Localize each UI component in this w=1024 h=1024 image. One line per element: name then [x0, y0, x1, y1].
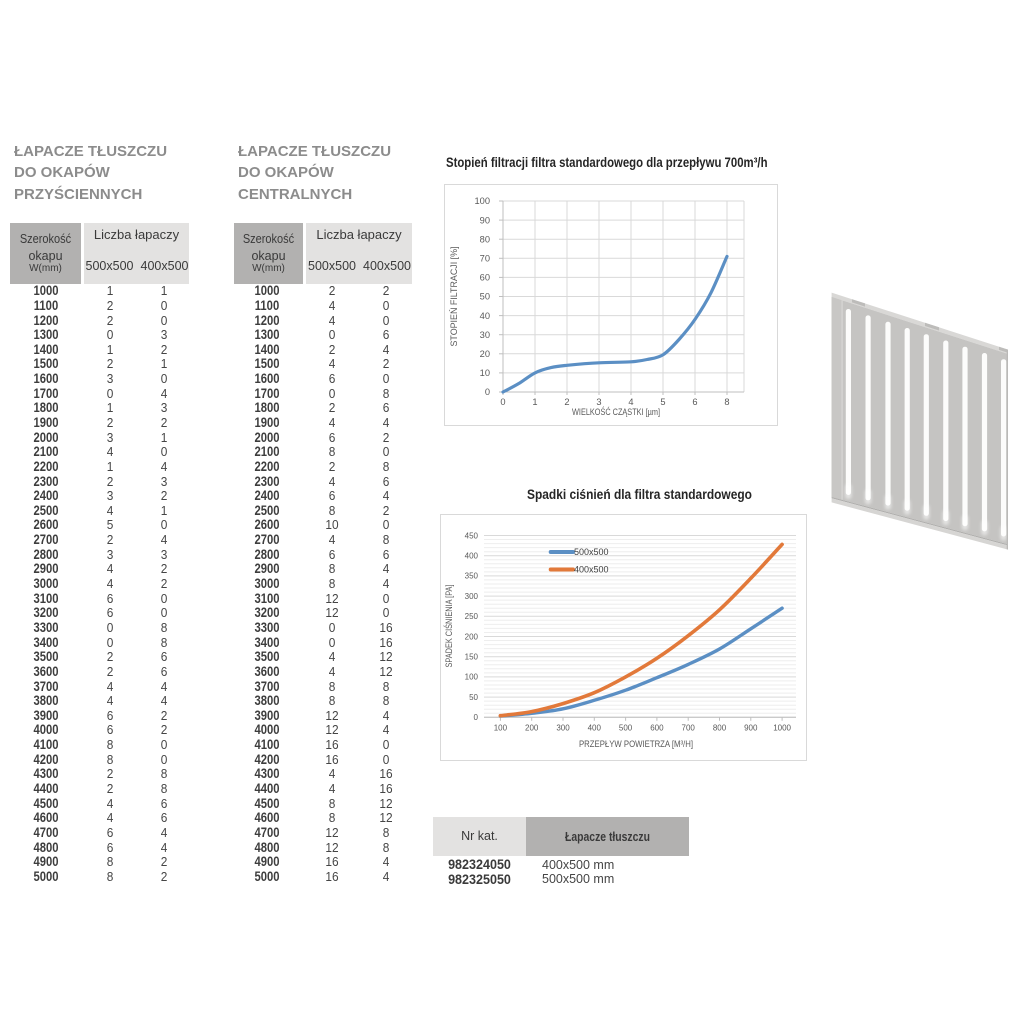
- svg-text:30: 30: [480, 330, 490, 340]
- svg-text:3: 3: [596, 397, 601, 407]
- svg-text:400: 400: [465, 552, 479, 561]
- svg-text:SPADEK CIŚNIENIA [PA]: SPADEK CIŚNIENIA [PA]: [443, 585, 454, 668]
- svg-text:450: 450: [465, 531, 479, 540]
- svg-text:50: 50: [480, 292, 490, 302]
- svg-text:0: 0: [485, 387, 490, 397]
- svg-text:6: 6: [692, 397, 697, 407]
- svg-text:100: 100: [474, 196, 490, 206]
- svg-text:250: 250: [465, 612, 479, 621]
- svg-text:50: 50: [469, 693, 478, 702]
- svg-text:PRZEPŁYW POWIETRZA [M³/H]: PRZEPŁYW POWIETRZA [M³/H]: [579, 739, 693, 749]
- svg-text:80: 80: [480, 234, 490, 244]
- svg-text:60: 60: [480, 273, 490, 283]
- svg-text:70: 70: [480, 254, 490, 264]
- svg-text:5: 5: [660, 397, 665, 407]
- svg-text:350: 350: [465, 572, 479, 581]
- svg-text:500x500: 500x500: [574, 547, 609, 557]
- svg-text:WIELKOŚĆ CZĄSTKI [µm]: WIELKOŚĆ CZĄSTKI [µm]: [572, 406, 660, 417]
- svg-text:400: 400: [588, 723, 602, 732]
- svg-text:4: 4: [628, 397, 633, 407]
- svg-text:100: 100: [494, 723, 508, 732]
- svg-text:150: 150: [465, 653, 479, 662]
- svg-text:700: 700: [682, 723, 696, 732]
- svg-text:200: 200: [465, 632, 479, 641]
- svg-text:100: 100: [465, 673, 479, 682]
- svg-text:1000: 1000: [773, 723, 791, 732]
- svg-text:20: 20: [480, 349, 490, 359]
- svg-text:600: 600: [650, 723, 664, 732]
- svg-text:200: 200: [525, 723, 539, 732]
- svg-text:300: 300: [556, 723, 570, 732]
- svg-text:0: 0: [500, 397, 505, 407]
- svg-text:800: 800: [713, 723, 727, 732]
- svg-text:STOPIEŃ FILTRACJI [%]: STOPIEŃ FILTRACJI [%]: [449, 247, 459, 347]
- svg-text:900: 900: [744, 723, 758, 732]
- svg-text:500: 500: [619, 723, 633, 732]
- svg-text:90: 90: [480, 215, 490, 225]
- svg-text:400x500: 400x500: [574, 565, 609, 575]
- svg-text:300: 300: [465, 592, 479, 601]
- svg-text:0: 0: [474, 713, 479, 722]
- svg-text:10: 10: [480, 368, 490, 378]
- svg-text:2: 2: [564, 397, 569, 407]
- svg-text:1: 1: [532, 397, 537, 407]
- svg-text:8: 8: [724, 397, 729, 407]
- svg-text:40: 40: [480, 311, 490, 321]
